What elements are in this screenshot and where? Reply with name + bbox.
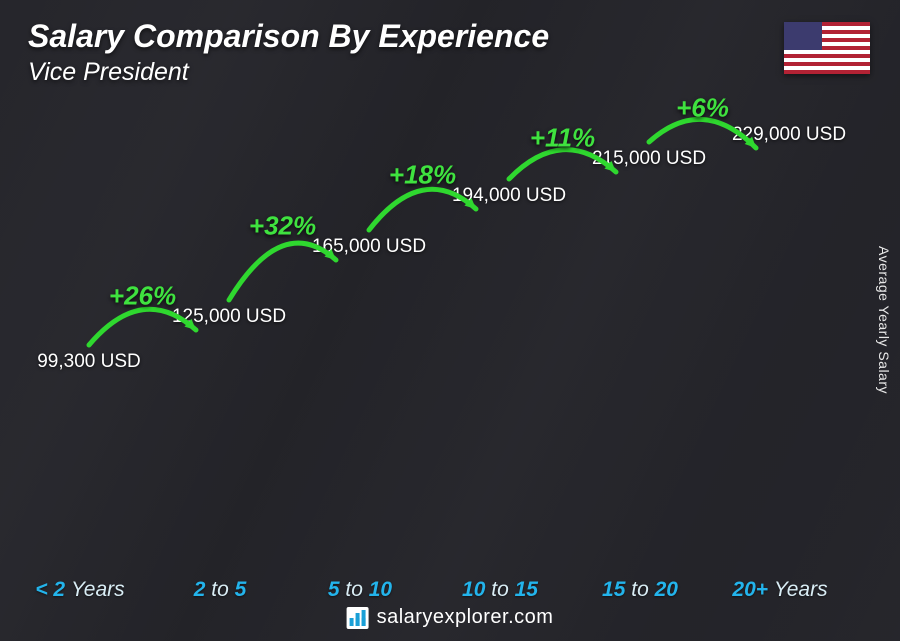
growth-pct-label: +6%	[676, 93, 729, 124]
growth-arrow-icon	[0, 0, 900, 641]
page-title: Salary Comparison By Experience	[28, 18, 549, 55]
bar-category-label: 15 to 20	[602, 578, 678, 602]
bar-category-label: < 2 Years	[35, 578, 124, 602]
us-flag-icon	[784, 22, 870, 74]
growth-pct-label: +26%	[109, 281, 176, 312]
page-subtitle: Vice President	[28, 58, 189, 87]
bar-category-label: 10 to 15	[462, 578, 538, 602]
bar-value-label: 165,000 USD	[312, 236, 426, 258]
growth-pct-label: +32%	[249, 211, 316, 242]
bar-value-label: 215,000 USD	[592, 148, 706, 170]
logo-icon	[347, 607, 369, 629]
footer-text: salaryexplorer.com	[377, 606, 554, 629]
bar-value-label: 194,000 USD	[452, 185, 566, 207]
growth-pct-label: +11%	[530, 123, 595, 154]
growth-arrow-icon	[0, 0, 900, 641]
growth-pct-label: +18%	[389, 160, 456, 191]
growth-arrow-icon	[0, 0, 900, 641]
bar-value-label: 125,000 USD	[172, 306, 286, 328]
bar-value-label: 229,000 USD	[732, 124, 846, 146]
bar-category-label: 5 to 10	[328, 578, 392, 602]
bar-value-label: 99,300 USD	[37, 351, 141, 373]
bar-category-label: 20+ Years	[732, 578, 827, 602]
bar-category-label: 2 to 5	[194, 578, 247, 602]
growth-arrow-icon	[0, 0, 900, 641]
y-axis-label: Average Yearly Salary	[876, 246, 892, 394]
infographic-canvas: Salary Comparison By Experience Vice Pre…	[0, 0, 900, 641]
growth-arrow-icon	[0, 0, 900, 641]
footer-attribution: salaryexplorer.com	[347, 606, 554, 629]
